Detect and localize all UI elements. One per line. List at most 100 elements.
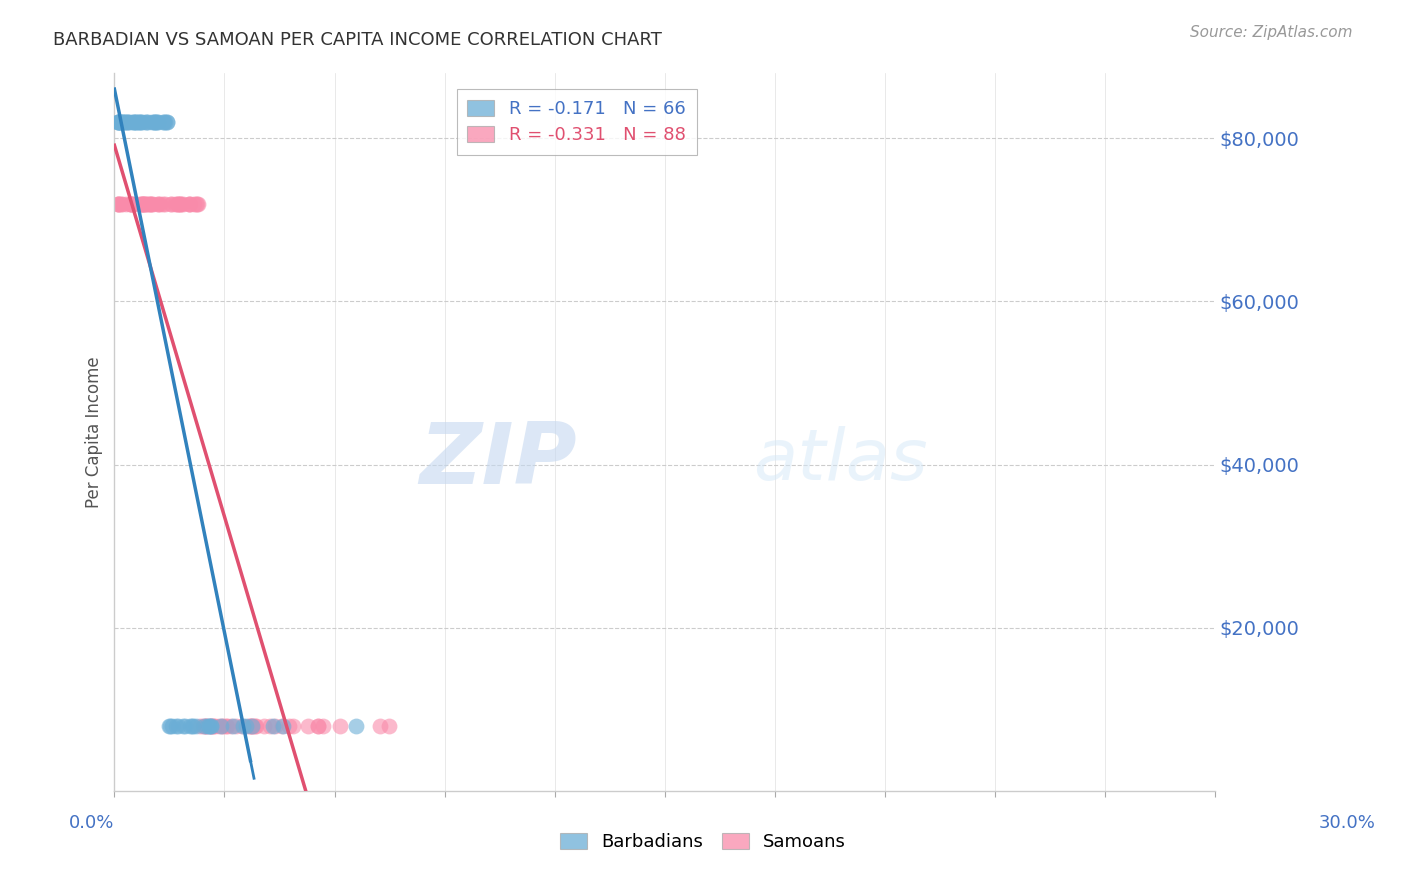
- Point: [243, 719, 266, 733]
- Point: [188, 719, 211, 733]
- Point: [132, 196, 155, 211]
- Point: [131, 196, 153, 211]
- Point: [155, 196, 177, 211]
- Point: [312, 719, 335, 733]
- Point: [108, 196, 131, 211]
- Point: [180, 719, 202, 733]
- Point: [132, 196, 155, 211]
- Point: [184, 719, 207, 733]
- Point: [141, 196, 163, 211]
- Point: [122, 115, 145, 129]
- Point: [231, 719, 253, 733]
- Point: [198, 719, 221, 733]
- Point: [217, 719, 239, 733]
- Point: [142, 196, 165, 211]
- Point: [240, 719, 263, 733]
- Point: [107, 196, 129, 211]
- Point: [135, 196, 157, 211]
- Point: [117, 115, 139, 129]
- Point: [194, 719, 217, 733]
- Point: [162, 719, 184, 733]
- Point: [152, 196, 174, 211]
- Point: [170, 196, 193, 211]
- Point: [211, 719, 233, 733]
- Point: [200, 719, 222, 733]
- Point: [212, 719, 235, 733]
- Point: [115, 115, 138, 129]
- Point: [135, 115, 157, 129]
- Point: [253, 719, 276, 733]
- Point: [240, 719, 263, 733]
- Point: [344, 719, 367, 733]
- Point: [377, 719, 399, 733]
- Point: [145, 115, 167, 129]
- Point: [143, 115, 166, 129]
- Point: [146, 115, 169, 129]
- Point: [245, 719, 267, 733]
- Point: [186, 196, 208, 211]
- Point: [143, 115, 166, 129]
- Point: [146, 115, 169, 129]
- Point: [271, 719, 294, 733]
- Point: [167, 719, 190, 733]
- Point: [183, 196, 205, 211]
- Point: [163, 196, 186, 211]
- Point: [142, 115, 165, 129]
- Point: [262, 719, 284, 733]
- Point: [128, 115, 150, 129]
- Point: [277, 719, 299, 733]
- Point: [115, 115, 138, 129]
- Point: [242, 719, 264, 733]
- Point: [114, 196, 136, 211]
- Text: atlas: atlas: [752, 426, 928, 495]
- Point: [152, 115, 174, 129]
- Point: [194, 719, 217, 733]
- Point: [122, 196, 145, 211]
- Point: [198, 719, 221, 733]
- Point: [122, 115, 145, 129]
- Point: [179, 719, 201, 733]
- Point: [297, 719, 319, 733]
- Point: [153, 115, 176, 129]
- Point: [138, 196, 160, 211]
- Point: [184, 196, 207, 211]
- Point: [155, 115, 177, 129]
- Point: [141, 115, 163, 129]
- Point: [111, 196, 134, 211]
- Point: [131, 115, 153, 129]
- Point: [131, 196, 153, 211]
- Point: [187, 196, 209, 211]
- Point: [132, 196, 155, 211]
- Point: [131, 196, 153, 211]
- Point: [129, 115, 152, 129]
- Point: [111, 115, 134, 129]
- Point: [179, 196, 201, 211]
- Point: [271, 719, 294, 733]
- Point: [128, 196, 150, 211]
- Point: [107, 115, 129, 129]
- Point: [197, 719, 219, 733]
- Point: [108, 115, 131, 129]
- Point: [129, 115, 152, 129]
- Point: [112, 115, 135, 129]
- Point: [179, 196, 201, 211]
- Point: [167, 196, 190, 211]
- Point: [153, 115, 176, 129]
- Point: [125, 115, 148, 129]
- Text: Source: ZipAtlas.com: Source: ZipAtlas.com: [1189, 25, 1353, 40]
- Point: [329, 719, 352, 733]
- Point: [159, 196, 181, 211]
- Point: [239, 719, 262, 733]
- Text: 0.0%: 0.0%: [69, 814, 114, 831]
- Point: [107, 115, 129, 129]
- Point: [118, 196, 141, 211]
- Text: 30.0%: 30.0%: [1319, 814, 1375, 831]
- Point: [121, 196, 143, 211]
- Point: [238, 719, 260, 733]
- Point: [108, 115, 131, 129]
- Point: [134, 196, 156, 211]
- Point: [193, 719, 215, 733]
- Point: [225, 719, 247, 733]
- Legend: Barbadians, Samoans: Barbadians, Samoans: [553, 825, 853, 858]
- Point: [135, 115, 157, 129]
